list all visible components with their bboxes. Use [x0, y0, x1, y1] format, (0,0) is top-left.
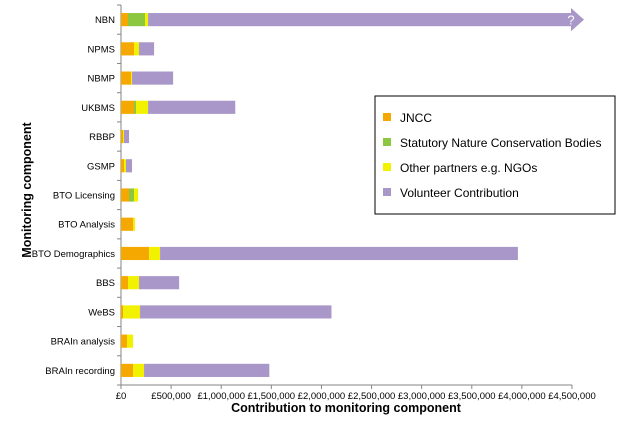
- bar-rbbp-volunteer-contribution: [124, 129, 130, 144]
- x-tick-label: £3,500,000: [448, 391, 496, 402]
- legend-swatch-volunteer-contribution: [383, 188, 391, 196]
- bars: ?: [121, 8, 584, 377]
- y-tick-label-brain-analysis: BRAIn analysis: [51, 337, 116, 348]
- bar-ukbms-jncc: [121, 100, 135, 114]
- bar-bto-analysis-jncc: [121, 217, 134, 231]
- y-tick-label-bto-licensing: BTO Licensing: [53, 191, 115, 202]
- x-tick-label: £4,500,000: [548, 391, 596, 402]
- legend-label-other-partners-e-g-ngos: Other partners e.g. NGOs: [400, 161, 537, 175]
- bar-npms-jncc: [121, 42, 135, 56]
- x-tick-label: £3,000,000: [398, 391, 446, 402]
- bar-nbmp-other-partners-e-g-ngos: [131, 71, 133, 85]
- bar-npms-other-partners-e-g-ngos: [134, 42, 140, 56]
- legend-swatch-statutory-nature-conservation-bodies: [383, 138, 391, 146]
- bar-nbn-volunteer-contribution: [148, 13, 572, 27]
- legend-box: [374, 95, 616, 215]
- legend-label-volunteer-contribution: Volunteer Contribution: [400, 186, 519, 200]
- bar-brain-analysis-other-partners-e-g-ngos: [127, 334, 134, 348]
- overflow-arrow-nbn: [571, 8, 584, 32]
- bar-nbmp-jncc: [121, 71, 132, 85]
- bar-rbbp-other-partners-e-g-ngos: [123, 129, 125, 144]
- legend-label-statutory-nature-conservation-bodies: Statutory Nature Conservation Bodies: [400, 136, 601, 150]
- bar-brain-analysis-jncc: [121, 334, 128, 348]
- bar-brain-recording-jncc: [121, 363, 134, 377]
- bar-bto-analysis-other-partners-e-g-ngos: [133, 217, 136, 231]
- bar-ukbms-volunteer-contribution: [148, 100, 236, 114]
- legend-swatch-jncc: [383, 113, 391, 121]
- x-axis-title: Contribution to monitoring component: [231, 401, 462, 415]
- y-tick-label-webs: WeBS: [88, 307, 115, 318]
- y-tick-label-npms: NPMS: [88, 44, 115, 55]
- bar-brain-recording-volunteer-contribution: [144, 363, 270, 377]
- y-tick-label-ukbms: UKBMS: [81, 103, 115, 114]
- bar-bto-licensing-other-partners-e-g-ngos: [134, 188, 139, 202]
- x-tick-label: £4,000,000: [498, 391, 546, 402]
- bar-webs-other-partners-e-g-ngos: [123, 305, 141, 319]
- bar-webs-volunteer-contribution: [140, 305, 332, 319]
- y-tick-label-nbmp: NBMP: [88, 74, 115, 85]
- y-tick-label-rbbp: RBBP: [89, 132, 115, 143]
- y-tick-label-bbs: BBS: [96, 278, 115, 289]
- bar-gsmp-jncc: [121, 159, 125, 173]
- bar-nbn-other-partners-e-g-ngos: [145, 13, 149, 27]
- bar-bbs-other-partners-e-g-ngos: [128, 276, 140, 290]
- bar-bto-licensing-jncc: [121, 188, 130, 202]
- bar-gsmp-other-partners-e-g-ngos: [124, 159, 127, 173]
- y-axis-title: Monitoring component: [20, 121, 34, 257]
- legend-label-jncc: JNCC: [400, 111, 432, 125]
- y-tick-label-brain-recording: BRAIn recording: [45, 366, 115, 377]
- ticks: NBN NPMS NBMP UKBMS RBBP GSMP BTO Licensing BTO…: [32, 15, 596, 402]
- bar-bto-demographics-volunteer-contribution: [160, 246, 518, 261]
- y-tick-label-nbn: NBN: [95, 15, 115, 26]
- bar-nbn-jncc: [121, 13, 129, 27]
- bar-nbn-statutory-nature-conservation-bodies: [128, 13, 146, 27]
- bar-ukbms-other-partners-e-g-ngos: [136, 100, 149, 114]
- bar-gsmp-volunteer-contribution: [126, 159, 133, 173]
- bar-brain-recording-other-partners-e-g-ngos: [133, 363, 145, 377]
- y-tick-label-gsmp: GSMP: [87, 161, 115, 172]
- y-tick-label-bto-analysis: BTO Analysis: [58, 220, 115, 231]
- bar-bto-demographics-jncc: [121, 246, 150, 261]
- bar-bbs-jncc: [121, 276, 129, 290]
- legend-swatch-other-partners-e-g-ngos: [383, 163, 391, 171]
- bar-bto-licensing-statutory-nature-conservation-bodies: [129, 188, 135, 202]
- bar-webs-jncc: [121, 305, 124, 319]
- x-tick-label: £1,000,000: [197, 391, 245, 402]
- bar-nbmp-volunteer-contribution: [132, 71, 174, 85]
- x-tick-label: £2,000,000: [298, 391, 346, 402]
- bar-rbbp-jncc: [121, 129, 124, 144]
- bar-ukbms-statutory-nature-conservation-bodies: [134, 100, 137, 114]
- bar-bbs-volunteer-contribution: [139, 276, 180, 290]
- legend: JNCC Statutory Nature Conservation Bodies…: [374, 95, 616, 215]
- bar-bto-demographics-other-partners-e-g-ngos: [149, 246, 161, 261]
- y-tick-label-bto-demographics: BTO Demographics: [32, 249, 115, 260]
- bar-npms-volunteer-contribution: [139, 42, 155, 56]
- x-tick-label: £500,000: [151, 391, 191, 402]
- x-tick-label: £1,500,000: [248, 391, 296, 402]
- x-tick-label: £2,500,000: [348, 391, 396, 402]
- x-tick-label: £0: [116, 391, 127, 402]
- annotation-nbn: ?: [567, 13, 574, 28]
